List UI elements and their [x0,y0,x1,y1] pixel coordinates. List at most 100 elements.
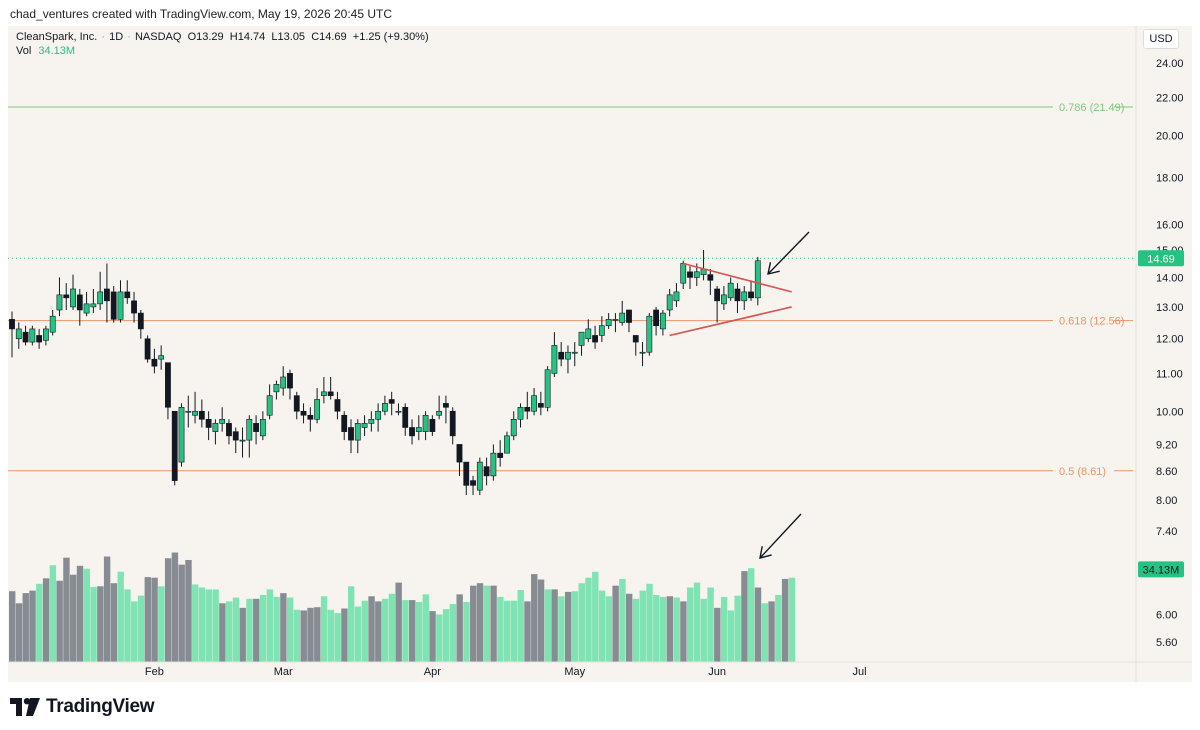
volume-bar [680,601,687,662]
candle-body [327,391,334,396]
volume-bar [429,611,436,662]
volume-legend: Vol 34.13M [16,45,75,57]
candle-body [171,410,178,481]
volume-bar [341,608,348,662]
candle-body [70,288,76,308]
volume-bar [788,577,796,662]
volume-bar [449,603,457,662]
candle-body [449,410,456,437]
candle-body [497,452,504,458]
candle-body [198,410,205,420]
tradingview-logo[interactable]: TradingView [10,696,155,718]
candle-body [192,410,198,416]
last-price-badge-text: 14.69 [1147,253,1175,265]
price-tick-label: 12.00 [1156,334,1184,346]
volume-bar [537,579,545,662]
volume-bar [273,596,280,662]
price-tick-label: 18.00 [1156,172,1184,184]
fib-levels: 0.786 (21.49) 0.618 (12.56) 0.5 (8.61) [8,102,1133,478]
volume-bar [578,583,585,662]
volume-bar [381,598,389,662]
chart-area[interactable]: 0.786 (21.49) 0.618 (12.56) 0.5 (8.61) 24.… [8,26,1192,682]
candle-body [646,315,653,353]
volume-bar [463,602,470,662]
candlestick-chart[interactable]: 0.786 (21.49) 0.618 (12.56) 0.5 (8.61) 24.… [8,26,1192,682]
price-tick-label: 22.00 [1156,93,1184,105]
candle-body [239,439,246,442]
candle-body [565,351,571,360]
volume-bar [253,598,260,662]
volume-bar [192,584,199,662]
volume-bar [144,577,151,662]
volume-label: Vol [16,45,32,57]
volume-bar [9,591,16,662]
volume-bar [314,607,321,662]
candle-body [741,291,748,302]
annotation-arrows [759,231,810,559]
price-tick-label: 6.00 [1156,609,1177,621]
volume-arrow [759,513,802,559]
candle-body [578,331,585,346]
candle-body [429,418,436,432]
volume-bar [551,589,558,662]
price-tick-label: 8.60 [1156,466,1177,478]
volume-bar [90,586,97,662]
price-tick-label: 14.00 [1156,272,1184,284]
volume-bar [103,556,111,662]
candle-body [9,319,15,330]
candle-body [395,410,402,413]
volume-bar [117,571,124,662]
volume-bar [727,610,735,662]
candle-body [537,403,544,408]
candle-body [185,410,192,413]
volume-bar [361,600,368,662]
attribution-text: chad_ventures created with TradingView.c… [10,7,392,21]
candle-body [158,355,165,360]
symbol-name: CleanSpark, Inc. [16,31,98,43]
volume-bar [402,600,409,662]
candle-body [151,358,158,367]
candle-body [124,291,131,299]
arrow-shaft [759,513,802,559]
volume-bar [158,586,165,662]
volume-bar [531,574,538,662]
candle-body [680,263,687,284]
candle-body [334,399,341,412]
volume-bars [9,552,796,662]
candle-body [483,466,490,477]
volume-bar [42,578,50,662]
volume-bar [354,606,362,662]
candle-body [90,303,97,308]
volume-bar [470,585,477,662]
volume-bar [476,583,484,662]
volume-bar [205,589,213,662]
candle-body [49,315,56,333]
symbol-interval: 1D [109,31,124,43]
volume-bar [653,595,660,662]
volume-bar [171,552,179,662]
volume-bar [56,580,63,662]
fib-level-label: 0.786 (21.49) [1059,102,1124,114]
volume-bar [707,587,714,662]
time-tick-label: May [564,666,585,678]
volume-bar [483,585,490,662]
volume-bar [632,598,640,662]
currency-button[interactable]: USD [1143,29,1179,49]
candle-body [29,328,36,343]
candle-body [524,406,531,412]
candle-body [653,309,659,327]
volume-bar [124,589,131,662]
volume-bar [585,577,592,662]
volume-bar [700,598,707,662]
time-tick-label: Jun [708,666,726,678]
footer: TradingView [0,682,1200,730]
volume-bar [687,587,694,662]
volume-bar [442,609,450,662]
candle-body [687,271,693,278]
volume-bar [15,603,23,662]
time-tick-label: Mar [274,666,293,678]
price-tick-label: 10.00 [1156,406,1184,418]
candle-body [639,351,646,354]
volume-bar [490,585,497,662]
candle-body [734,288,741,302]
